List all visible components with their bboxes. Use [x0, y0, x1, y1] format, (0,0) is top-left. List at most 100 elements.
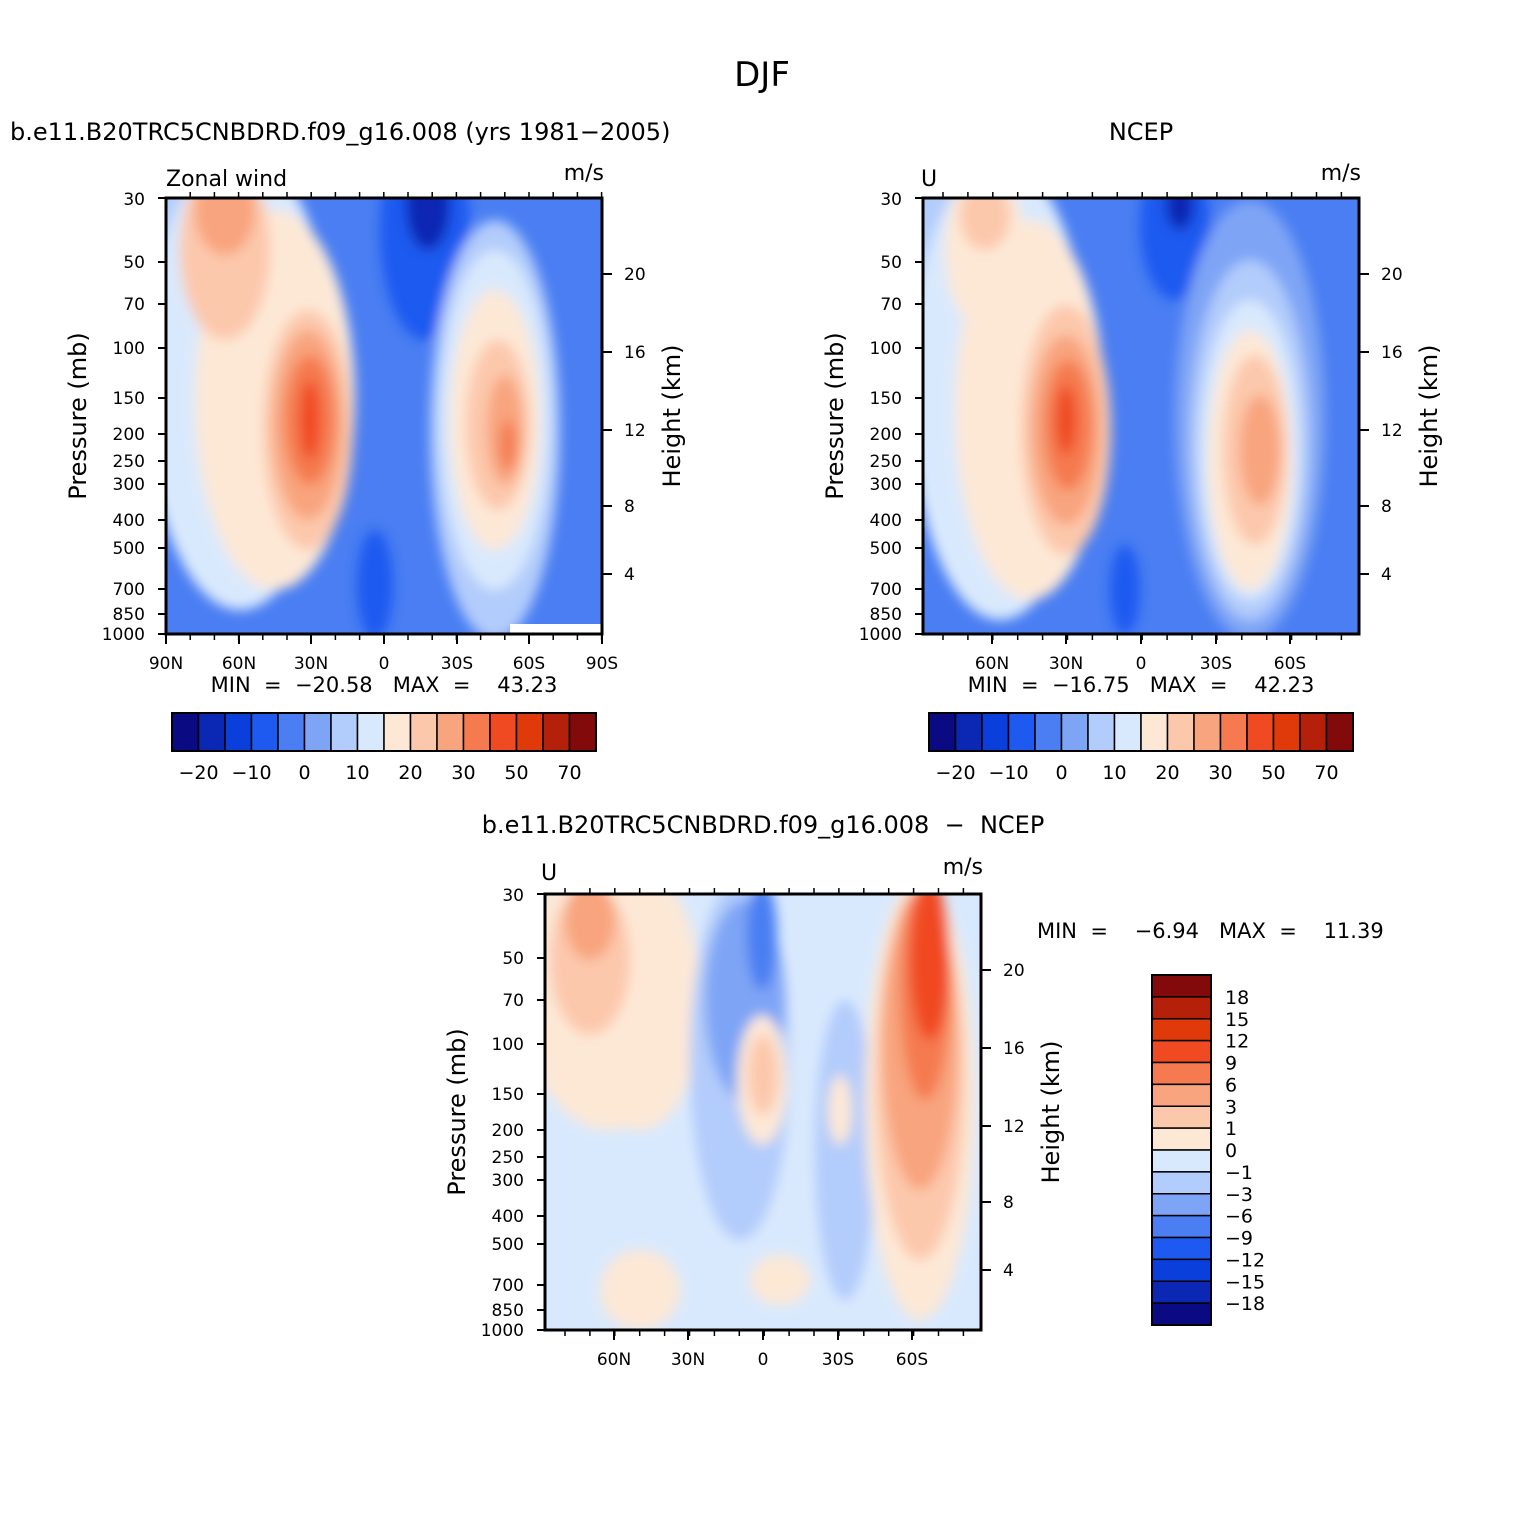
svg-text:1000: 1000 — [102, 625, 145, 645]
svg-text:400: 400 — [870, 511, 902, 531]
svg-text:60N: 60N — [975, 654, 1009, 674]
colorbar-obs-label: 10 — [1102, 762, 1126, 784]
colorbar-diff-swatch — [1151, 1171, 1212, 1195]
panel-diff-xaxis: 60N 30N 0 30S 60S — [597, 1330, 928, 1370]
svg-text:4: 4 — [1003, 1261, 1014, 1281]
panel-model-title: b.e11.B20TRC5CNBDRD.f09_g16.008 (yrs 198… — [10, 118, 670, 146]
svg-text:300: 300 — [870, 475, 902, 495]
colorbar-diff-label: −6 — [1225, 1206, 1253, 1228]
colorbar-diff-swatch — [1151, 1039, 1212, 1064]
colorbar-diff-label: 3 — [1225, 1096, 1237, 1118]
colorbar-model-label: 50 — [504, 762, 528, 784]
svg-text:12: 12 — [1381, 421, 1403, 441]
colorbar-diff-swatch — [1151, 1127, 1212, 1151]
panel-obs-y2axis: 20 16 12 8 4 — [1359, 265, 1403, 585]
colorbar-model-label: 0 — [298, 762, 310, 784]
svg-text:8: 8 — [624, 497, 635, 517]
svg-text:50: 50 — [123, 253, 145, 273]
panel-obs-minmax: MIN = −16.75 MAX = 42.23 — [968, 673, 1315, 697]
svg-text:70: 70 — [123, 295, 145, 315]
svg-text:50: 50 — [502, 949, 524, 969]
colorbar-diff-label: 9 — [1225, 1053, 1237, 1075]
panel-obs: NCEP U m/s — [821, 118, 1443, 784]
svg-text:30: 30 — [880, 190, 902, 210]
svg-text:100: 100 — [870, 339, 902, 359]
colorbar-model-label: 10 — [345, 762, 369, 784]
svg-text:4: 4 — [624, 565, 635, 585]
colorbar-diff-label: −15 — [1225, 1271, 1265, 1293]
panel-obs-field — [923, 198, 1359, 634]
colorbar-diff-label: 0 — [1225, 1140, 1237, 1162]
svg-text:12: 12 — [1003, 1117, 1025, 1137]
panel-diff-variable-label: U — [541, 861, 557, 886]
colorbar-diff-label: −3 — [1225, 1184, 1253, 1206]
svg-text:30N: 30N — [671, 1350, 705, 1370]
svg-text:700: 700 — [492, 1276, 524, 1296]
svg-text:16: 16 — [1381, 343, 1403, 363]
svg-text:30S: 30S — [822, 1350, 854, 1370]
svg-text:20: 20 — [1381, 265, 1403, 285]
colorbar-model-swatch — [542, 712, 571, 752]
svg-text:70: 70 — [880, 295, 902, 315]
panel-model-yaxis: 30 50 70 100 150 200 250 300 400 500 700… — [102, 190, 166, 645]
svg-text:500: 500 — [870, 539, 902, 559]
svg-text:8: 8 — [1381, 497, 1392, 517]
panel-obs-units: m/s — [1321, 161, 1361, 186]
colorbar-obs-swatch — [1140, 712, 1169, 752]
colorbar-obs-swatch — [1007, 712, 1036, 752]
svg-text:150: 150 — [870, 389, 902, 409]
colorbar-obs-label: 70 — [1314, 762, 1338, 784]
svg-text:150: 150 — [113, 389, 145, 409]
panel-diff-minmax: MIN = −6.94 MAX = 11.39 — [1037, 919, 1384, 943]
svg-text:150: 150 — [492, 1085, 524, 1105]
colorbar-obs-label: 20 — [1155, 762, 1179, 784]
colorbar-obs-swatch — [1034, 712, 1063, 752]
panel-diff-y2axis: 20 16 12 8 4 — [981, 961, 1025, 1281]
svg-text:30S: 30S — [441, 654, 473, 674]
colorbar-diff-label: −18 — [1225, 1293, 1265, 1315]
svg-text:500: 500 — [492, 1235, 524, 1255]
colorbar-model-swatch — [383, 712, 412, 752]
svg-text:100: 100 — [492, 1035, 524, 1055]
colorbar-diff-swatch — [1151, 996, 1212, 1020]
colorbar-obs-swatch — [1113, 712, 1142, 752]
panel-obs-variable-label: U — [921, 167, 937, 192]
svg-text:90S: 90S — [586, 654, 618, 674]
colorbar-model-swatch — [197, 712, 226, 752]
svg-text:850: 850 — [870, 605, 902, 625]
svg-text:0: 0 — [1136, 654, 1147, 674]
svg-text:250: 250 — [870, 452, 902, 472]
colorbar-diff-swatch — [1151, 1105, 1212, 1129]
colorbar-model-swatch — [277, 712, 306, 752]
svg-text:90N: 90N — [149, 654, 183, 674]
svg-text:30S: 30S — [1200, 654, 1232, 674]
svg-text:60N: 60N — [597, 1350, 631, 1370]
panel-model: b.e11.B20TRC5CNBDRD.f09_g16.008 (yrs 198… — [10, 118, 686, 784]
svg-text:1000: 1000 — [859, 625, 902, 645]
svg-text:60S: 60S — [513, 654, 545, 674]
panel-obs-y2label: Height (km) — [1415, 345, 1443, 488]
svg-text:0: 0 — [758, 1350, 769, 1370]
colorbar-diff-swatch — [1151, 974, 1212, 998]
colorbar-obs-swatch — [1087, 712, 1116, 752]
colorbar-diff-swatch — [1151, 1061, 1212, 1086]
colorbar-model-swatch — [330, 712, 359, 752]
svg-text:250: 250 — [492, 1148, 524, 1168]
svg-text:20: 20 — [624, 265, 646, 285]
colorbar-model-label: −10 — [231, 762, 271, 784]
colorbar-model-swatch — [250, 712, 279, 752]
svg-text:16: 16 — [624, 343, 646, 363]
colorbar-diff-label: 1 — [1225, 1118, 1237, 1140]
colorbar-diff-label: −1 — [1225, 1162, 1253, 1184]
svg-text:0: 0 — [379, 654, 390, 674]
colorbar-diff-label: 18 — [1225, 987, 1249, 1009]
colorbar-diff-swatch — [1151, 1214, 1212, 1239]
svg-text:60N: 60N — [222, 654, 256, 674]
panel-diff-ylabel: Pressure (mb) — [443, 1028, 471, 1195]
svg-text:500: 500 — [113, 539, 145, 559]
colorbar-model-swatch — [224, 712, 253, 752]
panel-diff-title: b.e11.B20TRC5CNBDRD.f09_g16.008 − NCEP — [482, 811, 1045, 839]
colorbar-model-swatch — [462, 712, 491, 752]
colorbar-model-swatch — [356, 712, 385, 752]
